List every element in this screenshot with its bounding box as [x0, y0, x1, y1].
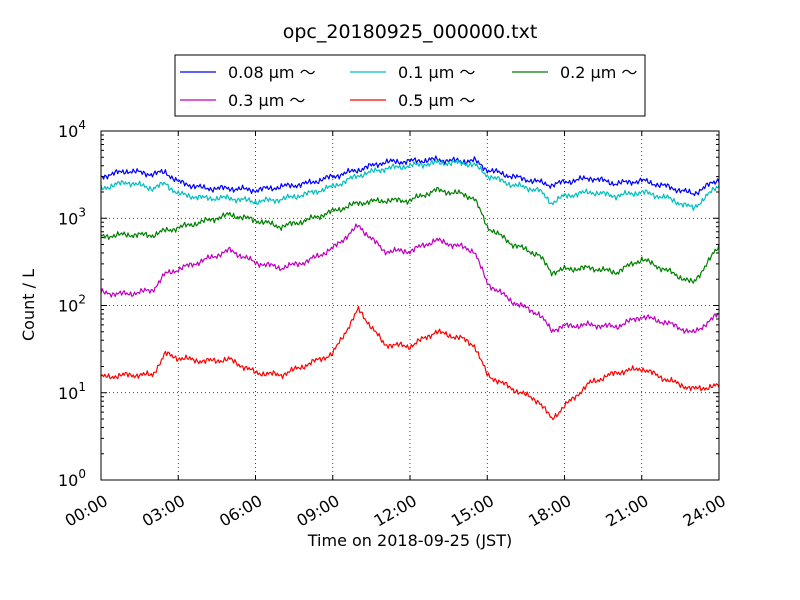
legend-label: 0.3 μm ～ [228, 91, 305, 110]
y-tick-label: 102 [58, 293, 86, 316]
y-tick-label: 100 [58, 467, 86, 490]
x-tick-label: 15:00 [448, 491, 497, 531]
y-tick-label-base: 10 [58, 384, 78, 403]
legend: 0.08 μm ～ 0.1 μm ～ 0.2 μm ～ 0.3 μm ～ 0.5 μm … [174, 54, 646, 117]
legend-label: 0.5 μm ～ [398, 91, 475, 110]
y-tick-label-base: 10 [58, 209, 78, 228]
x-tick-label: 21:00 [602, 491, 651, 531]
series-line [100, 186, 720, 284]
x-tick-label: 00:00 [62, 491, 111, 531]
y-tick-label-exponent: 3 [78, 205, 86, 219]
x-tick-label: 18:00 [525, 491, 574, 531]
y-tick-label-base: 10 [58, 471, 78, 490]
grid [101, 131, 719, 480]
y-tick-label-exponent: 1 [78, 380, 86, 394]
y-tick-label-exponent: 2 [78, 293, 86, 307]
y-tick-label: 103 [58, 205, 86, 228]
y-tick-label-base: 10 [58, 297, 78, 316]
x-tick-label: 03:00 [139, 491, 188, 531]
chart-title: opc_20180925_000000.txt [283, 21, 538, 43]
x-tick-label: 09:00 [293, 491, 342, 531]
series-line [100, 223, 720, 334]
x-tick-label: 12:00 [371, 491, 420, 531]
series-line [100, 306, 720, 421]
x-axis-label: Time on 2018-09-25 (JST) [307, 531, 512, 550]
y-axis-label: Count / L [19, 269, 38, 341]
legend-box [174, 54, 646, 117]
plot-series [100, 155, 720, 421]
legend-label: 0.1 μm ～ [398, 63, 475, 82]
y-tick-label: 101 [58, 380, 86, 403]
y-tick-label-exponent: 0 [78, 467, 86, 481]
axis-ticks: 00:00 03:00 06:00 09:00 12:00 15:00 18:00 21:00… [58, 118, 729, 531]
series-line [100, 159, 720, 211]
x-tick-label: 06:00 [216, 491, 265, 531]
y-tick-label-exponent: 4 [78, 118, 86, 132]
y-tick-label: 104 [58, 118, 86, 141]
legend-label: 0.08 μm ～ [228, 63, 316, 82]
x-tick-label: 24:00 [680, 491, 729, 531]
legend-label: 0.2 μm ～ [560, 63, 637, 82]
y-tick-label-base: 10 [58, 122, 78, 141]
series-line [100, 155, 720, 197]
